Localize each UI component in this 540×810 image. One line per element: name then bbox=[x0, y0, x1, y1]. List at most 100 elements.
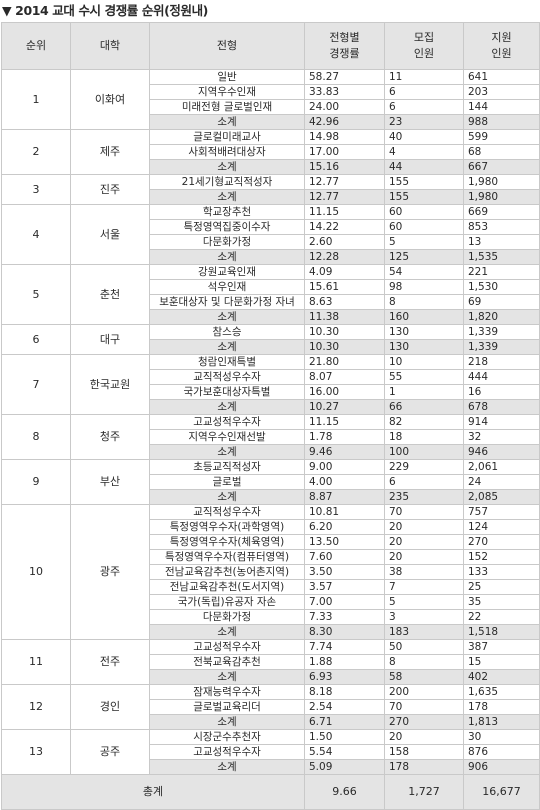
applicants-cell: 906 bbox=[463, 759, 540, 775]
applicants-cell: 15 bbox=[463, 654, 540, 670]
quota-cell: 6 bbox=[384, 474, 464, 490]
quota-cell: 1 bbox=[384, 384, 464, 400]
quota-cell: 70 bbox=[384, 699, 464, 715]
quota-cell: 178 bbox=[384, 759, 464, 775]
quota-cell: 229 bbox=[384, 459, 464, 475]
header-type: 전형 bbox=[149, 22, 305, 70]
type-cell: 국가보훈대상자특별 bbox=[149, 384, 305, 400]
type-cell: 시장군수추천자 bbox=[149, 729, 305, 745]
table-row: 전남교육감추천(도서지역) 3.57 7 25 bbox=[2, 579, 540, 595]
type-cell: 청람인재특별 bbox=[149, 354, 305, 370]
applicants-cell: 203 bbox=[463, 84, 540, 100]
total-applicants: 16,677 bbox=[463, 774, 540, 810]
quota-cell: 40 bbox=[384, 129, 464, 145]
quota-cell: 55 bbox=[384, 369, 464, 385]
table-row: 교직적성우수자 8.07 55 444 bbox=[2, 369, 540, 385]
table-row: 다문화가정 7.33 3 22 bbox=[2, 609, 540, 625]
rate-cell: 12.28 bbox=[304, 249, 385, 265]
applicants-cell: 30 bbox=[463, 729, 540, 745]
quota-cell: 44 bbox=[384, 159, 464, 175]
applicants-cell: 218 bbox=[463, 354, 540, 370]
rate-cell: 15.16 bbox=[304, 159, 385, 175]
quota-cell: 20 bbox=[384, 519, 464, 535]
rank-cell: 2 bbox=[1, 129, 71, 175]
rank-cell: 10 bbox=[1, 504, 71, 640]
header-applicants-line1: 지원 bbox=[491, 31, 512, 44]
applicants-cell: 1,339 bbox=[463, 324, 540, 340]
rate-cell: 7.00 bbox=[304, 594, 385, 610]
type-cell: 참스승 bbox=[149, 324, 305, 340]
rate-cell: 8.07 bbox=[304, 369, 385, 385]
type-cell: 특정영역우수자(과학영역) bbox=[149, 519, 305, 535]
type-cell: 21세기형교직적성자 bbox=[149, 174, 305, 190]
applicants-cell: 1,813 bbox=[463, 714, 540, 730]
table-row: 소계 42.96 23 988 bbox=[2, 114, 540, 130]
type-cell: 소계 bbox=[149, 309, 305, 325]
applicants-cell: 16 bbox=[463, 384, 540, 400]
quota-cell: 38 bbox=[384, 564, 464, 580]
type-cell: 다문화가정 bbox=[149, 609, 305, 625]
table-row: 12 경인 잠재능력우수자 8.18 200 1,635 bbox=[1, 684, 540, 730]
rate-cell: 1.50 bbox=[304, 729, 385, 745]
rank-cell: 3 bbox=[1, 174, 71, 205]
table-row: 4 서울 학교장추천 11.15 60 669 bbox=[1, 204, 540, 265]
university-cell: 이화여 bbox=[70, 69, 150, 130]
applicants-cell: 402 bbox=[463, 669, 540, 685]
applicants-cell: 853 bbox=[463, 219, 540, 235]
table-header: 순위 대학 전형 전형별 경쟁률 모집 인원 지원 인원 bbox=[1, 22, 540, 70]
applicants-cell: 221 bbox=[463, 264, 540, 280]
type-cell: 지역우수인재 bbox=[149, 84, 305, 100]
rate-cell: 4.09 bbox=[304, 264, 385, 280]
applicants-cell: 152 bbox=[463, 549, 540, 565]
table-title: ▼ 2014 교대 수시 경쟁률 순위(정원내) bbox=[2, 3, 208, 18]
applicants-cell: 1,535 bbox=[463, 249, 540, 265]
rate-cell: 11.38 bbox=[304, 309, 385, 325]
rank-cell: 9 bbox=[1, 459, 71, 505]
type-cell: 글로벌 bbox=[149, 474, 305, 490]
header-applicants-line2: 인원 bbox=[491, 47, 512, 60]
type-cell: 학교장추천 bbox=[149, 204, 305, 220]
rank-cell: 4 bbox=[1, 204, 71, 265]
type-cell: 다문화가정 bbox=[149, 234, 305, 250]
quota-cell: 60 bbox=[384, 204, 464, 220]
table-row: 특정영역우수자(체육영역) 13.50 20 270 bbox=[2, 534, 540, 550]
university-cell: 청주 bbox=[70, 414, 150, 460]
quota-cell: 130 bbox=[384, 324, 464, 340]
type-cell: 소계 bbox=[149, 444, 305, 460]
applicants-cell: 178 bbox=[463, 699, 540, 715]
header-rate: 전형별 경쟁률 bbox=[304, 22, 385, 70]
rate-cell: 33.83 bbox=[304, 84, 385, 100]
university-cell: 광주 bbox=[70, 504, 150, 640]
rate-cell: 7.60 bbox=[304, 549, 385, 565]
type-cell: 고교성적우수자 bbox=[149, 639, 305, 655]
rate-cell: 24.00 bbox=[304, 99, 385, 115]
type-cell: 소계 bbox=[149, 249, 305, 265]
type-cell: 전북교육감추천 bbox=[149, 654, 305, 670]
rate-cell: 11.15 bbox=[304, 414, 385, 430]
rate-cell: 3.50 bbox=[304, 564, 385, 580]
applicants-cell: 124 bbox=[463, 519, 540, 535]
type-cell: 지역우수인재선발 bbox=[149, 429, 305, 445]
table-row: 소계 5.09 178 906 bbox=[2, 759, 540, 775]
type-cell: 교직적성우수자 bbox=[149, 504, 305, 520]
rate-cell: 1.78 bbox=[304, 429, 385, 445]
table-row: 소계 12.28 125 1,535 bbox=[2, 249, 540, 265]
type-cell: 사회적배려대상자 bbox=[149, 144, 305, 160]
rate-cell: 13.50 bbox=[304, 534, 385, 550]
applicants-cell: 876 bbox=[463, 744, 540, 760]
type-cell: 소계 bbox=[149, 339, 305, 355]
rank-cell: 1 bbox=[1, 69, 71, 130]
applicants-cell: 24 bbox=[463, 474, 540, 490]
rate-cell: 5.54 bbox=[304, 744, 385, 760]
header-quota: 모집 인원 bbox=[384, 22, 464, 70]
rank-cell: 12 bbox=[1, 684, 71, 730]
applicants-cell: 1,980 bbox=[463, 174, 540, 190]
type-cell: 소계 bbox=[149, 399, 305, 415]
quota-cell: 5 bbox=[384, 594, 464, 610]
quota-cell: 20 bbox=[384, 729, 464, 745]
header-quota-line1: 모집 bbox=[413, 31, 435, 44]
applicants-cell: 144 bbox=[463, 99, 540, 115]
applicants-cell: 1,980 bbox=[463, 189, 540, 205]
university-cell: 전주 bbox=[70, 639, 150, 685]
